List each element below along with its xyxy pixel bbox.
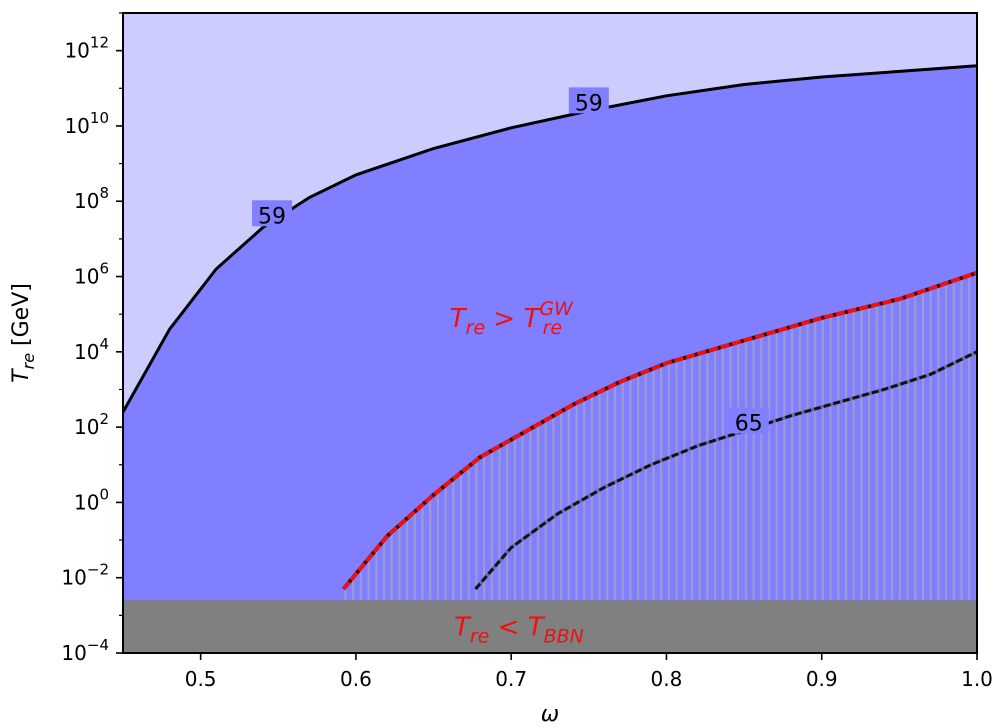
contour-label-bg [568,87,609,114]
contour-label-bg [728,407,769,434]
contour-65-line [474,350,977,590]
x-tick-label: 1.0 [961,667,993,691]
contour-59-line [123,64,977,413]
y-tick-label: 108 [74,184,109,213]
y-tick-label: 10−4 [61,636,109,665]
contour-label: 65 [735,411,763,436]
contour-label: 59 [258,204,286,229]
x-tick-label: 0.5 [185,667,217,691]
gw-boundary-line [341,270,977,591]
plot-area [123,13,977,653]
x-tick-label: 0.8 [651,667,683,691]
x-tick-label: 0.9 [806,667,838,691]
y-tick-label: 104 [74,335,109,364]
y-tick-label: 10−2 [61,561,109,590]
axes [116,12,978,660]
x-tick-label: 0.7 [495,667,527,691]
y-tick-label: 100 [74,485,109,514]
hatch-lines [344,272,977,601]
y-tick-label: 106 [74,260,109,289]
contour-label: 59 [575,91,603,116]
region-label-gw: Tre > TGW re [450,298,574,339]
plot-frame [122,12,978,654]
y-tick-label: 1012 [64,34,109,63]
y-tick-label: 1010 [64,109,109,138]
bbn-region [123,600,977,653]
region-label-bbn: Tre < TBBN [454,613,584,648]
contour-label-bg [252,200,293,227]
y-axis-label: Tre [GeV] [9,283,38,383]
x-axis-label: ω [541,702,559,727]
chart-text: 59 59 65 Tre > TGW re Tre < TBBN 0.5 0.6 0.7 0.8 0… [9,34,993,727]
x-tick-label: 0.6 [340,667,372,691]
y-tick-label: 102 [74,410,109,439]
